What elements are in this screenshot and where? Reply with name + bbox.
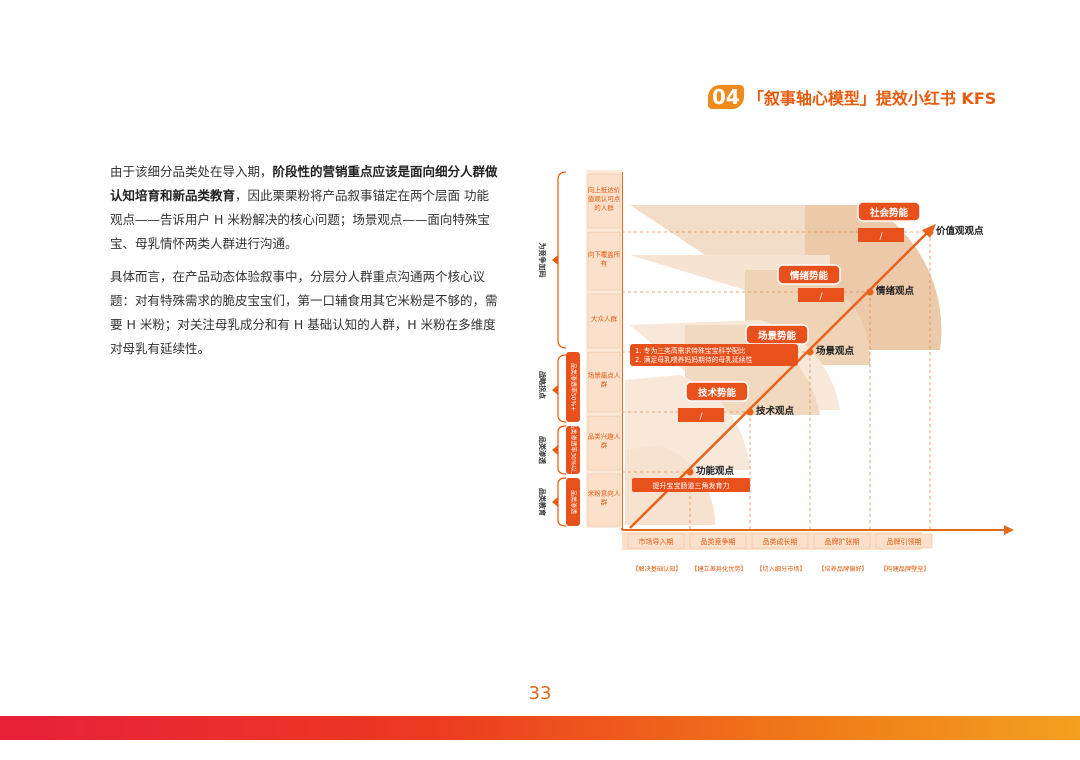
viewpoint-dot bbox=[686, 468, 694, 476]
stage-goal-label: 【解决基础认知】 bbox=[632, 565, 682, 573]
stage-goal-label: 【建立差异化优势】 bbox=[691, 565, 747, 573]
stage-label: 品类成长期 bbox=[763, 537, 798, 546]
viewpoint-label: 价值观观点 bbox=[936, 225, 984, 237]
penetration-badge-label: 品类渗透率30%以上 bbox=[570, 422, 578, 477]
stage-box bbox=[813, 533, 871, 549]
potential-label: 社会势能 bbox=[869, 207, 909, 219]
penetration-badge bbox=[566, 426, 580, 474]
audience-label: 向下覆盖所有 bbox=[588, 250, 621, 268]
bracket-arrow bbox=[552, 445, 558, 455]
audience-label: 米粉意向人群 bbox=[588, 489, 621, 507]
potential-badge bbox=[777, 264, 841, 285]
slash-text: / bbox=[879, 232, 883, 242]
section-header: 04 「叙事轴心模型」提效小红书 KFS bbox=[708, 82, 996, 112]
narrative-axis-diagram: 为竞争加码战略拐点品类渗透品类教育品类渗透率50%+品类渗透率30%以上品类渗透… bbox=[538, 170, 1014, 573]
audience-box bbox=[587, 473, 621, 527]
potential-label: 技术势能 bbox=[698, 387, 737, 399]
stage-box bbox=[689, 533, 747, 549]
viewpoint-dot bbox=[866, 288, 874, 296]
penetration-badge-label: 品类渗透 bbox=[570, 490, 578, 514]
stage-goal-label: 【培养品牌偏好】 bbox=[818, 565, 868, 573]
bracket-top bbox=[557, 171, 567, 349]
potential-label: 场景势能 bbox=[758, 330, 797, 342]
penetration-badge bbox=[566, 478, 580, 526]
paragraph-intro-segment: ，因此栗栗粉将产品叙事锚定在两个层面 功能观点——告诉用户 H 米粉解决的核心问… bbox=[110, 188, 490, 251]
potential-label: 情绪势能 bbox=[789, 270, 829, 282]
stage-label: 市场导入期 bbox=[639, 537, 674, 546]
scene-note-text: 2. 满足母乳喂养妈妈期待的母乳延续性 bbox=[635, 355, 753, 364]
audience-label: 品类兴趣人群 bbox=[588, 432, 621, 450]
slash-box bbox=[798, 288, 844, 302]
paragraph-intro: 由于该细分品类处在导入期，阶段性的营销重点应该是面向细分人群做认知培育和新品类教… bbox=[110, 160, 500, 256]
audience-box bbox=[587, 351, 621, 413]
audience-label: 向上抵达价值观认可点的人群 bbox=[588, 185, 621, 212]
stage-goal-label: 【切入细分市场】 bbox=[756, 565, 806, 573]
potential-badge bbox=[857, 201, 921, 222]
stage-label: 品类竞争期 bbox=[701, 537, 736, 546]
slash-text: / bbox=[819, 292, 823, 302]
viewpoint-label: 情绪观点 bbox=[875, 285, 915, 297]
audience-box bbox=[587, 173, 621, 229]
outer-group-label: 品类渗透 bbox=[538, 436, 547, 464]
stage-goal-label: 【构建品牌壁垒】 bbox=[880, 565, 930, 573]
audience-box bbox=[587, 231, 621, 291]
stage-box bbox=[627, 533, 685, 549]
slash-text: / bbox=[699, 412, 703, 422]
slash-box bbox=[858, 228, 904, 242]
potential-badge bbox=[685, 381, 749, 402]
outer-group-label: 品类教育 bbox=[538, 488, 547, 516]
audience-box bbox=[587, 415, 621, 471]
audience-label: 场景痛点人群 bbox=[588, 371, 621, 389]
scene-note-text: 1. 专为三类高需求特殊宝宝科学配比 bbox=[635, 346, 746, 355]
audience-box bbox=[587, 293, 621, 349]
viewpoint-dot bbox=[926, 228, 934, 236]
viewpoint-dot bbox=[746, 408, 754, 416]
bracket-arrow bbox=[552, 497, 558, 507]
viewpoint-label: 功能观点 bbox=[696, 465, 735, 477]
section-title: 「叙事轴心模型」提效小红书 KFS bbox=[747, 89, 997, 108]
function-note-text: 提升宝宝肠道三角发育力 bbox=[653, 481, 730, 490]
scene-note-box bbox=[630, 344, 798, 366]
bracket-mid bbox=[557, 354, 567, 423]
outer-group-label: 为竞争加码 bbox=[538, 243, 547, 278]
viewpoint-label: 技术观点 bbox=[756, 405, 795, 417]
stage-box bbox=[751, 533, 809, 549]
stage-label: 品牌引领期 bbox=[887, 537, 922, 546]
function-note-box bbox=[632, 478, 750, 492]
stage-box bbox=[875, 533, 933, 549]
bracket-arrow bbox=[552, 385, 558, 395]
paragraph-intro-segment: 阶段性的营销重点应该是面向细分人群做认知培育和新品类教育 bbox=[110, 164, 498, 203]
x-axis-arrow bbox=[1004, 525, 1014, 535]
bracket-arrow bbox=[552, 255, 558, 265]
penetration-badge-label: 品类渗透率50%+ bbox=[570, 363, 578, 411]
viewpoint-label: 场景观点 bbox=[816, 345, 855, 357]
bracket-bottom bbox=[557, 477, 567, 527]
audience-label: 大众人群 bbox=[591, 314, 618, 323]
footer-gradient-bar bbox=[0, 716, 1080, 740]
stage-label: 品牌扩张期 bbox=[825, 537, 860, 546]
section-number-badge: 04 bbox=[708, 85, 744, 109]
outer-group-label: 战略拐点 bbox=[538, 371, 547, 399]
penetration-badge bbox=[566, 352, 580, 422]
bracket-mid2 bbox=[557, 425, 567, 475]
slash-box bbox=[678, 408, 724, 422]
viewpoint-dot bbox=[806, 348, 814, 356]
page-number: 33 bbox=[528, 683, 552, 704]
paragraph-detail: 具体而言，在产品动态体验叙事中，分层分人群重点沟通两个核心议题：对有特殊需求的脆… bbox=[110, 269, 498, 356]
paragraph-intro-segment: 由于该细分品类处在导入期， bbox=[110, 164, 273, 179]
